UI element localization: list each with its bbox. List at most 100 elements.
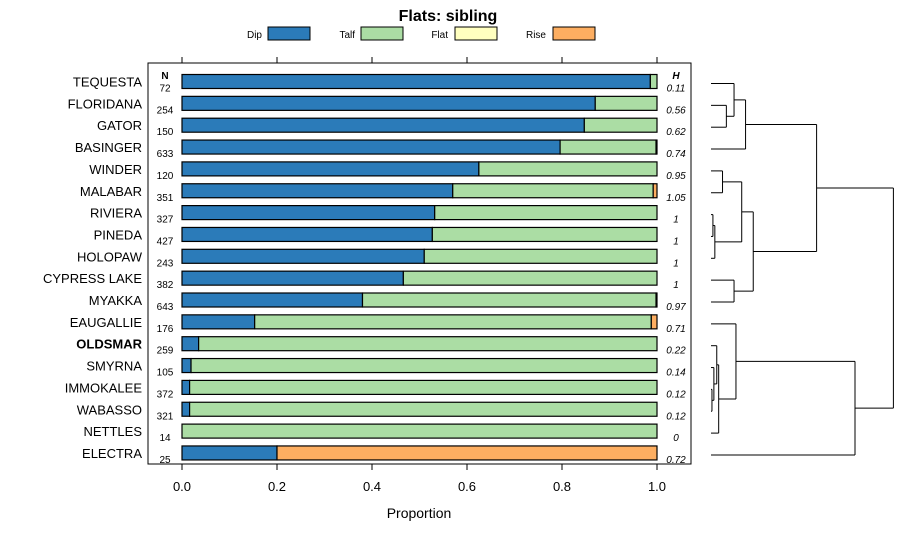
bar-segment-talf [254,314,652,330]
bar-row: FLORIDANA 254 0.56 [68,95,686,116]
bar-segment-dip [181,183,454,199]
bar-row: EAUGALLIE 176 0.71 [70,314,686,335]
bar-row: WINDER 120 0.95 [89,161,686,182]
x-axis-title: Proportion [387,505,452,521]
bar-row: MYAKKA 643 0.97 [89,292,686,313]
row-n-value: 643 [157,302,174,313]
chart-title: Flats: sibling [399,8,498,25]
row-h-value: 1 [673,236,679,247]
bar-segment-dip [181,161,480,177]
row-n-value: 321 [157,411,174,422]
row-label: ELECTRA [82,446,142,461]
legend-swatch-flat [454,26,498,41]
row-h-value: 1 [673,215,679,226]
bar-row: BASINGER 633 0.74 [75,139,686,160]
bar-segment-dip [181,95,596,111]
bar-segment-dip [181,205,436,221]
bar-segment-dip [181,117,585,133]
bar-segment-talf [189,379,658,395]
bar-segment-rise [655,292,658,308]
row-label: SMYRNA [86,359,142,374]
row-label: EAUGALLIE [70,315,143,330]
row-h-value: 1 [673,258,679,269]
bar-segment-talf [478,161,658,177]
row-h-value: 0.12 [666,389,686,400]
row-h-value: 0.12 [666,411,686,422]
bar-segment-talf [649,73,658,90]
x-tick-label: 0.2 [268,479,286,494]
legend-label-rise: Rise [526,30,546,41]
bar-segment-dip [181,226,433,243]
row-h-value: 0.97 [666,302,686,313]
row-label: NETTLES [83,424,142,439]
bar-segment-talf [559,139,657,155]
row-h-value: 0.72 [666,455,686,466]
legend-label-talf: Talf [339,30,355,41]
bar-row: ELECTRA 25 0.72 [82,445,686,466]
row-h-value: 1.05 [666,193,686,204]
row-n-value: 176 [157,324,174,335]
x-tick-label: 0.0 [173,479,191,494]
bar-segment-talf [583,117,658,133]
bar-rows: N H TEQUESTA 72 0.11 FLORIDANA 254 0.56 GATOR 150… [43,62,692,466]
bar-segment-talf [423,248,658,264]
row-h-value: 0.62 [666,127,686,138]
x-tick-label: 1.0 [648,479,666,494]
bar-row: TEQUESTA 72 0.11 [73,73,686,95]
bar-segment-talf [434,205,658,221]
row-n-value: 14 [159,433,171,444]
row-label: WINDER [89,162,142,177]
row-n-value: 633 [157,149,174,160]
bar-segment-rise [650,314,658,330]
row-n-value: 372 [157,389,174,400]
bar-segment-dip [181,270,404,286]
row-n-value: 25 [159,455,171,466]
legend-label-flat: Flat [431,30,448,41]
plot-panel-frame [147,62,692,465]
row-n-value: 259 [157,346,174,357]
row-h-value: 0.14 [666,368,686,379]
bar-segment-rise [276,445,658,461]
bar-segment-dip [181,292,364,308]
bar-segment-dip [181,379,191,395]
row-h-value: 0.71 [666,324,685,335]
x-tick-label: 0.6 [458,479,476,494]
bar-row: HOLOPAW 243 1 [77,248,679,269]
row-h-value: 0 [673,433,679,444]
bar-segment-dip [181,139,561,155]
legend-swatch-rise [552,26,596,41]
bar-row: WABASSO 321 0.12 [77,401,686,422]
bar-segment-rise [652,183,658,199]
bar-row: NETTLES 14 0 [83,423,679,444]
x-axis: 0.0 0.2 0.4 0.6 0.8 1.0 Proportion [173,57,666,521]
row-h-value: 0.11 [667,84,686,95]
dendrogram [711,83,894,456]
row-label: WABASSO [77,402,142,417]
x-tick-label: 0.8 [553,479,571,494]
row-h-value: 1 [673,280,679,291]
row-label: BASINGER [75,140,142,155]
bar-segment-talf [452,183,654,199]
row-label: GATOR [97,118,142,133]
bar-segment-dip [181,445,278,461]
bar-segment-dip [181,401,191,417]
bar-segment-talf [361,292,657,308]
bar-row: RIVIERA 327 1 [90,205,679,226]
bar-segment-dip [181,73,651,90]
bar-segment-dip [181,336,200,352]
row-n-value: 382 [157,280,174,291]
legend: Dip Talf Flat Rise [247,26,596,41]
row-n-value: 105 [157,368,174,379]
row-h-value: 0.22 [666,346,686,357]
row-label: CYPRESS LAKE [43,271,142,286]
bar-segment-talf [431,226,658,243]
bar-segment-talf [181,423,658,439]
row-h-value: 0.74 [666,149,686,160]
row-h-value: 0.56 [666,105,686,116]
row-n-value: 120 [157,171,174,182]
bar-row: IMMOKALEE 372 0.12 [65,379,686,400]
legend-label-dip: Dip [247,30,262,41]
bar-segment-dip [181,314,256,330]
row-n-value: 427 [157,236,174,247]
